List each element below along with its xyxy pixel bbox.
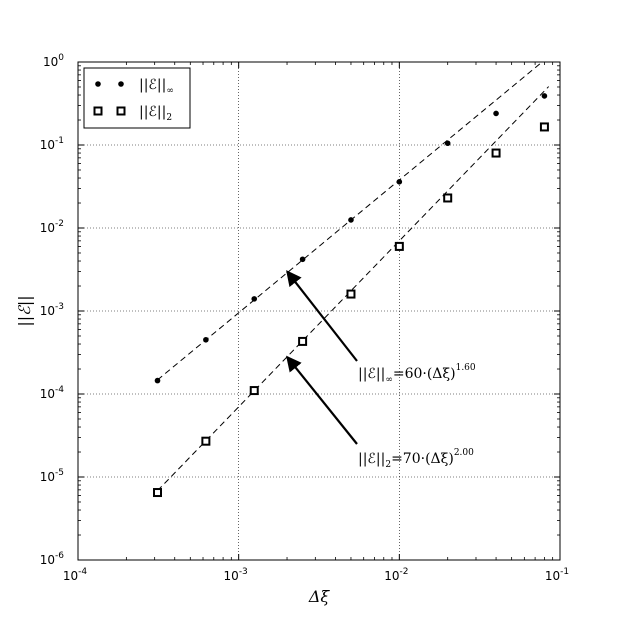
x-tick-label: 10-2 — [384, 567, 408, 583]
legend-label-subscript: ∞ — [166, 86, 174, 96]
legend-marker-dot — [118, 81, 124, 87]
y-tick-base: 10 — [43, 55, 58, 69]
y-tick-label: 10-4 — [40, 385, 65, 401]
series-1-point — [154, 377, 161, 384]
x-tick-base: 10 — [63, 569, 78, 583]
series-2-point — [249, 386, 259, 396]
y-tick-label: 10-6 — [40, 551, 65, 567]
legend-label-subscript: 2 — [166, 113, 172, 123]
y-tick-label: 10-1 — [40, 136, 64, 152]
x-tick-exponent: -4 — [78, 567, 87, 577]
series-1-point — [251, 296, 258, 302]
legend-marker-square — [93, 106, 103, 116]
data-markers — [153, 93, 549, 498]
annotation-norm: ||ℰ|| — [358, 451, 385, 467]
annotation-arrow — [286, 355, 358, 445]
y-tick-exponent: -4 — [55, 385, 64, 395]
series-1-point — [493, 110, 499, 117]
fit-lines — [157, 61, 550, 492]
series-1-point — [203, 336, 209, 343]
series-1-point — [299, 256, 306, 263]
series-2-point — [153, 488, 163, 498]
x-tick-exponent: -2 — [399, 567, 408, 577]
series-2-point — [394, 241, 404, 251]
series-2-point — [298, 336, 308, 346]
annotation-exponent: 2.00 — [454, 448, 474, 458]
series-2-point — [443, 193, 453, 203]
y-tick-base: 10 — [40, 221, 55, 235]
series-1-point — [444, 140, 451, 147]
y-tick-label: 100 — [43, 53, 64, 69]
y-tick-exponent: -3 — [55, 302, 64, 312]
annotation-formula: =60·(Δξ) — [393, 366, 456, 382]
annotation-text: ||ℰ||2=70·(Δξ)2.00 — [358, 448, 474, 470]
legend-label-main: ||ℰ|| — [139, 77, 166, 93]
x-tick-label: 10-4 — [63, 567, 88, 583]
fit-line-2 — [157, 86, 550, 492]
y-tick-base: 10 — [40, 387, 55, 401]
x-tick-base: 10 — [545, 569, 560, 583]
x-tick-label: 10-3 — [224, 567, 248, 583]
x-tick-label: 10-1 — [545, 567, 569, 583]
y-tick-label: 10-2 — [40, 219, 64, 235]
legend-label: ||ℰ||∞ — [139, 77, 174, 96]
series-1-point — [396, 179, 403, 185]
legend-label: ||ℰ||2 — [139, 104, 172, 123]
y-tick-base: 10 — [40, 470, 55, 484]
annotation-exponent: 1.60 — [456, 363, 476, 373]
legend-marker-square — [116, 106, 126, 116]
y-tick-exponent: -2 — [55, 219, 64, 229]
y-axis-label: ||ℰ|| — [15, 295, 34, 326]
annotations: ||ℰ||∞=60·(Δξ)1.60||ℰ||2=70·(Δξ)2.00 — [286, 270, 476, 470]
y-tick-exponent: -6 — [55, 551, 64, 561]
x-tick-exponent: -1 — [560, 567, 569, 577]
series-1-point — [348, 217, 354, 223]
fit-line-1 — [157, 61, 543, 381]
y-tick-label: 10-5 — [40, 468, 64, 484]
series-2-point — [491, 148, 501, 158]
annotation-subscript: ∞ — [385, 375, 393, 385]
y-tick-label: 10-3 — [40, 302, 64, 318]
y-tick-exponent: -1 — [55, 136, 64, 146]
annotation-arrow — [286, 270, 358, 362]
annotation-formula: =70·(Δξ) — [391, 451, 454, 467]
legend-label-main: ||ℰ|| — [139, 104, 166, 120]
y-tick-base: 10 — [40, 304, 55, 318]
series-1-point — [541, 93, 548, 99]
series-2-point — [346, 289, 356, 299]
x-tick-base: 10 — [224, 569, 239, 583]
annotation-norm: ||ℰ|| — [358, 366, 385, 382]
x-tick-exponent: -3 — [239, 567, 248, 577]
annotation-subscript: 2 — [385, 460, 391, 470]
x-tick-base: 10 — [384, 569, 399, 583]
legend-box — [83, 67, 191, 129]
y-tick-exponent: -5 — [55, 468, 64, 478]
legend-marker-dot — [95, 81, 101, 87]
legend: ||ℰ||∞||ℰ||2 — [83, 67, 191, 129]
x-axis-label: Δξ — [308, 587, 331, 606]
series-2-point — [539, 122, 549, 132]
axis-ticks: 10-4 10-3 10-2 10-110-610-510-410-310-210-1… — [40, 53, 569, 583]
y-tick-base: 10 — [40, 138, 55, 152]
y-tick-base: 10 — [40, 553, 55, 567]
annotation-text: ||ℰ||∞=60·(Δξ)1.60 — [358, 363, 476, 385]
series-2-point — [201, 436, 211, 446]
y-tick-exponent: 0 — [58, 53, 64, 63]
